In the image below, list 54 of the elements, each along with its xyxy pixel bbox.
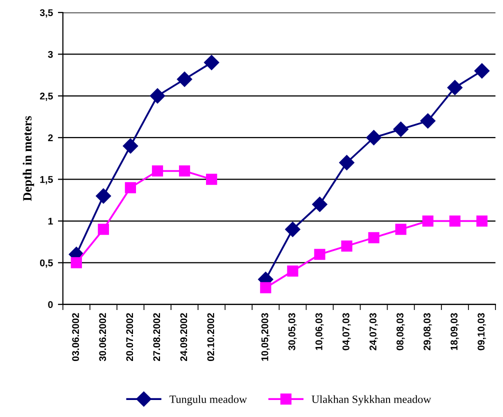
point	[476, 215, 488, 227]
point	[339, 155, 354, 170]
point	[368, 232, 380, 244]
y-tick-label: 2	[48, 134, 53, 142]
point	[393, 122, 408, 137]
x-tick-label: 30,05,03	[288, 313, 297, 350]
point	[474, 63, 490, 78]
point	[204, 54, 220, 70]
x-tick-label: 29,08,03	[424, 313, 432, 350]
x-tick-label: 04,07,03	[342, 313, 351, 350]
x-tick-label: 09,10,03	[478, 313, 486, 350]
x-tick-label: 20.07.2002	[126, 313, 134, 362]
point	[314, 248, 326, 260]
x-tick-label: 08,08,03	[396, 313, 405, 350]
point	[395, 224, 406, 235]
point	[449, 215, 460, 227]
y-tick-label: 0,5	[40, 259, 53, 268]
point	[70, 257, 82, 268]
x-tick-label: 18,09,03	[450, 313, 459, 350]
point	[447, 80, 462, 96]
x-tick-label: 24.09.2002	[180, 313, 188, 362]
point	[260, 282, 272, 294]
y-tick-label: 0	[48, 301, 53, 308]
point	[152, 165, 164, 177]
point	[96, 188, 111, 204]
point	[124, 182, 136, 194]
y-tick-label: 3,5	[40, 9, 53, 18]
y-tick-label: 1	[48, 218, 53, 225]
legend-label: Tungulu meadow	[170, 395, 247, 406]
point	[420, 113, 436, 128]
y-tick-label: 1,5	[40, 176, 53, 184]
point	[122, 138, 138, 154]
point	[176, 72, 192, 87]
point	[366, 130, 382, 146]
x-tick-label: 03.06.2002	[72, 313, 80, 362]
y-axis-title: Depth in meters	[22, 116, 34, 201]
point	[341, 240, 352, 252]
y-tick-label: 2,5	[40, 92, 53, 101]
point	[150, 88, 166, 104]
point	[312, 196, 328, 212]
point	[98, 224, 109, 235]
legend-label: Ulakhan Sykkhan meadow	[312, 395, 432, 406]
point	[285, 222, 300, 237]
point	[422, 215, 434, 227]
x-tick-label: 30.06.2002	[99, 313, 106, 362]
y-tick-label: 3	[48, 50, 53, 58]
point	[287, 265, 298, 277]
x-tick-label: 10,06,03	[315, 313, 324, 350]
x-tick-label: 02.10.2002	[207, 313, 214, 362]
x-tick-label: 10,05,2003	[261, 313, 270, 361]
point	[206, 174, 218, 185]
x-tick-label: 27.08.2002	[153, 313, 160, 362]
point	[178, 165, 190, 177]
x-tick-label: 24,07,03	[370, 313, 378, 350]
